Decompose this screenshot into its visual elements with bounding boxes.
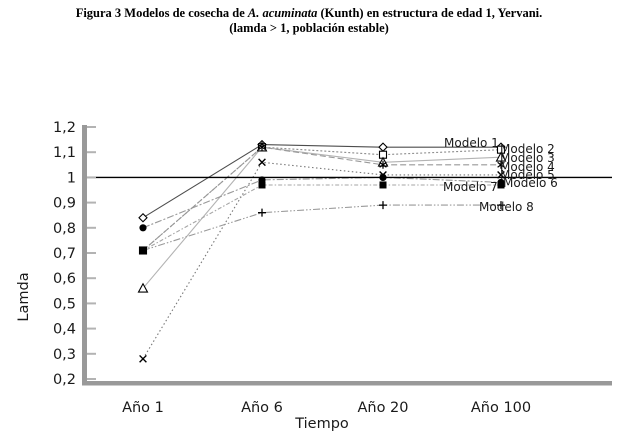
diamond-marker bbox=[378, 142, 388, 152]
y-axis-bar bbox=[82, 125, 87, 385]
x-axis-title: Tiempo bbox=[295, 416, 349, 432]
series-line-7 bbox=[142, 184, 501, 251]
y-tick-label: 0,5 bbox=[53, 296, 76, 312]
y-axis-title: Lamda bbox=[16, 272, 32, 322]
series-label-8: Modelo 8 bbox=[479, 200, 534, 214]
series-label-1: Modelo 1 bbox=[444, 136, 499, 150]
y-tick-label: 0,4 bbox=[53, 322, 76, 338]
asterisk-marker bbox=[497, 160, 505, 169]
x-tick-label: Año 1 bbox=[122, 400, 164, 416]
filled-square-marker bbox=[258, 181, 266, 189]
figure-title-line2: (lamda > 1, población estable) bbox=[229, 21, 389, 35]
series-line-3 bbox=[142, 146, 502, 289]
series-label-5: Modelo 5 bbox=[500, 168, 555, 182]
y-tick-label: 0,7 bbox=[53, 246, 76, 262]
title-text-prefix: Figura 3 Modelos de cosecha de bbox=[75, 6, 248, 20]
y-tick-label: 0,9 bbox=[53, 196, 76, 212]
series-line-2 bbox=[142, 146, 502, 251]
filled-square-marker bbox=[497, 181, 505, 189]
y-tick-label: 1,2 bbox=[53, 120, 76, 136]
series-line-8 bbox=[142, 204, 501, 252]
y-tick-label: 1,1 bbox=[53, 145, 76, 161]
plus-marker bbox=[379, 201, 387, 210]
y-tick-label: 0,3 bbox=[53, 347, 76, 363]
title-species-italic: A. acuminata bbox=[247, 6, 318, 20]
title-text-suffix: (Kunth) en estructura de edad 1, Yervani… bbox=[317, 6, 543, 20]
x-marker bbox=[497, 170, 505, 179]
asterisk-marker bbox=[379, 160, 387, 169]
series-line-6 bbox=[142, 176, 502, 229]
y-tick-label: 1 bbox=[67, 170, 76, 186]
x-tick-label: Año 20 bbox=[357, 400, 408, 416]
series-line-1 bbox=[142, 144, 501, 219]
filled-square-marker bbox=[379, 181, 387, 189]
asterisk-marker bbox=[258, 143, 266, 152]
y-tick-label: 0,2 bbox=[53, 372, 76, 388]
x-axis-bar bbox=[82, 381, 612, 386]
series-label-4: Modelo 4 bbox=[500, 160, 555, 174]
series-label-2: Modelo 2 bbox=[500, 142, 555, 156]
plus-marker bbox=[258, 208, 266, 217]
x-tick-label: Año 100 bbox=[471, 400, 531, 416]
triangle-marker bbox=[137, 282, 149, 293]
x-marker bbox=[139, 354, 147, 363]
diamond-marker bbox=[138, 212, 148, 223]
y-tick-label: 0,8 bbox=[53, 221, 76, 237]
circle-marker bbox=[379, 173, 387, 181]
series-label-3: Modelo 3 bbox=[500, 151, 555, 165]
figure-title-line1: Figura 3 Modelos de cosecha de A. acumin… bbox=[0, 6, 618, 21]
plus-marker bbox=[497, 201, 505, 210]
x-tick-label: Año 6 bbox=[241, 400, 283, 416]
figure-title: Figura 3 Modelos de cosecha de A. acumin… bbox=[0, 6, 618, 36]
series-label-6: Modelo 6 bbox=[503, 176, 558, 190]
series-line-4 bbox=[142, 146, 501, 251]
x-marker bbox=[258, 158, 266, 167]
y-tick-label: 0,6 bbox=[53, 271, 76, 287]
series-label-7: Modelo 7 bbox=[443, 180, 498, 194]
circle-marker bbox=[139, 224, 147, 232]
plus-marker bbox=[139, 246, 147, 255]
